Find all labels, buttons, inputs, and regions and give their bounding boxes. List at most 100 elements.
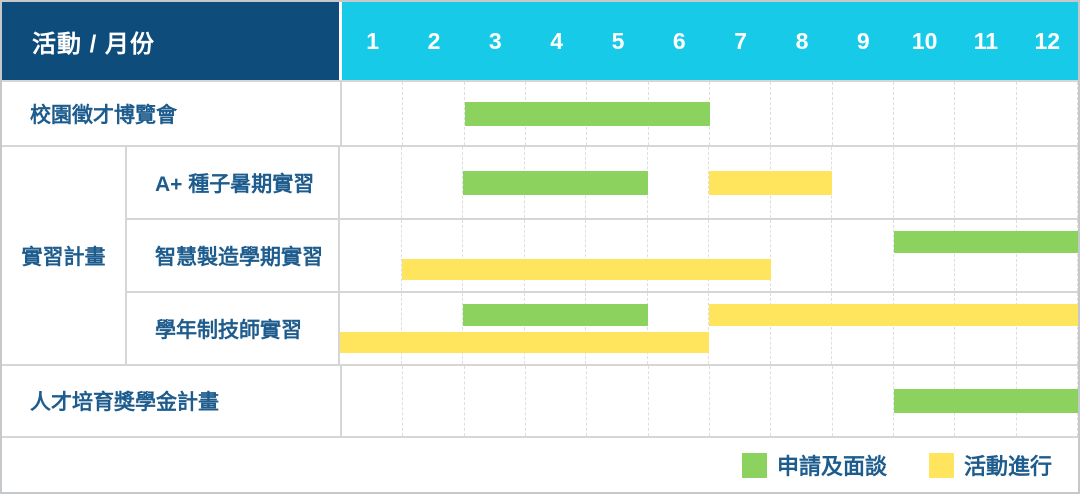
month-cell [710, 82, 772, 145]
month-cell [894, 147, 955, 218]
task-label: 學年制技師實習 [127, 293, 340, 364]
gantt-bar-green [464, 101, 710, 126]
month-cell [955, 220, 1017, 291]
month-cell [340, 220, 402, 291]
legend-green-swatch [741, 452, 767, 478]
row-chart-area [340, 147, 1078, 218]
month-cell [586, 293, 648, 364]
corner-header: 活動 / 月份 [2, 2, 342, 80]
month-cell [340, 293, 402, 364]
month-header-2: 2 [427, 27, 441, 54]
month-cell [402, 147, 463, 218]
month-cell [342, 82, 404, 145]
task-row: 人才培育獎學金計畫 [2, 366, 1078, 438]
month-cell [340, 147, 402, 218]
month-header-1: 1 [366, 27, 380, 54]
month-cell [649, 366, 710, 436]
task-row: 校園徵才博覽會 [2, 82, 1078, 147]
month-cell [832, 220, 894, 291]
month-cell [587, 366, 649, 436]
month-cell [1017, 293, 1078, 364]
month-cell [894, 82, 956, 145]
task-label: A+ 種子暑期實習 [127, 147, 340, 218]
row-chart-area [342, 82, 1078, 145]
legend: 申請及面談 活動進行 [2, 438, 1078, 492]
gantt-bar-green [463, 304, 648, 326]
row-chart-area [342, 366, 1078, 436]
row-chart-area [340, 293, 1078, 364]
month-cell [586, 220, 648, 291]
group-subrows: A+ 種子暑期實習 智慧製造學期實習 學年制技師實習 [127, 147, 1078, 364]
gantt-bar-green [893, 231, 1078, 253]
gantt-bar-yellow [709, 304, 1078, 326]
month-cell [894, 293, 955, 364]
month-header-11: 11 [973, 27, 999, 54]
month-cell [463, 220, 525, 291]
month-cell [1017, 82, 1078, 145]
legend-yellow-label: 活動進行 [963, 454, 1052, 479]
month-cell [463, 293, 525, 364]
month-header-10: 10 [911, 27, 938, 54]
month-cell [771, 82, 833, 145]
month-cell [648, 147, 709, 218]
month-header-3: 3 [488, 27, 502, 54]
month-header-6: 6 [672, 27, 686, 54]
month-cell [525, 220, 586, 291]
month-header-9: 9 [856, 27, 870, 54]
month-cell [955, 147, 1017, 218]
month-cell [648, 220, 709, 291]
month-cell [709, 220, 771, 291]
gantt-bar-green [463, 170, 648, 195]
corner-header-label: 活動 / 月份 [32, 30, 156, 58]
month-cell [402, 220, 463, 291]
legend-green-label: 申請及面談 [776, 454, 887, 479]
gantt-body: 校園徵才博覽會 實習計畫 A+ 種子暑期實習 智慧製造學期實習 學年制技師實習 人才培育獎… [2, 80, 1078, 438]
month-header-4: 4 [550, 27, 564, 54]
month-cell [402, 293, 463, 364]
month-cell [403, 82, 465, 145]
month-cell [833, 366, 894, 436]
month-cell [1017, 220, 1078, 291]
gantt-bar-green [894, 389, 1078, 413]
month-header-7: 7 [734, 27, 748, 54]
legend-item-ongoing: 活動進行 [928, 449, 1052, 481]
row-chart-area [340, 220, 1078, 291]
month-cell [833, 82, 894, 145]
month-cell [403, 366, 465, 436]
task-label: 人才培育獎學金計畫 [2, 366, 342, 436]
gantt-bar-yellow [340, 332, 709, 354]
month-cell [342, 366, 404, 436]
task-subrow: 學年制技師實習 [127, 293, 1078, 364]
group-label: 實習計畫 [2, 147, 127, 364]
task-label: 智慧製造學期實習 [127, 220, 340, 291]
task-group-row: 實習計畫 A+ 種子暑期實習 智慧製造學期實習 學年制技師實習 [2, 147, 1078, 366]
month-header-8: 8 [795, 27, 809, 54]
month-cell [648, 293, 709, 364]
month-cell [710, 366, 772, 436]
month-header-5: 5 [611, 27, 625, 54]
month-cell [465, 366, 526, 436]
task-subrow: A+ 種子暑期實習 [127, 147, 1078, 220]
gantt-bar-yellow [709, 170, 832, 195]
month-cell [525, 293, 586, 364]
month-cell [771, 220, 832, 291]
task-subrow: 智慧製造學期實習 [127, 220, 1078, 293]
gantt-bar-yellow [401, 259, 771, 281]
month-cell [771, 366, 833, 436]
month-cell [1017, 147, 1078, 218]
legend-yellow-swatch [928, 452, 954, 478]
header-row: 活動 / 月份 1 2 3 4 5 6 7 8 9 10 11 12 [2, 2, 1078, 80]
month-cell [832, 293, 894, 364]
task-label: 校園徵才博覽會 [2, 82, 342, 145]
month-cell [894, 220, 955, 291]
month-cell [832, 147, 894, 218]
legend-item-apply: 申請及面談 [741, 449, 887, 481]
month-cell [955, 293, 1017, 364]
month-header-12: 12 [1034, 27, 1061, 54]
month-cell [771, 293, 832, 364]
month-header-row: 1 2 3 4 5 6 7 8 9 10 11 12 [342, 2, 1078, 80]
month-cell [526, 366, 588, 436]
month-cell [709, 293, 771, 364]
month-cell [955, 82, 1017, 145]
